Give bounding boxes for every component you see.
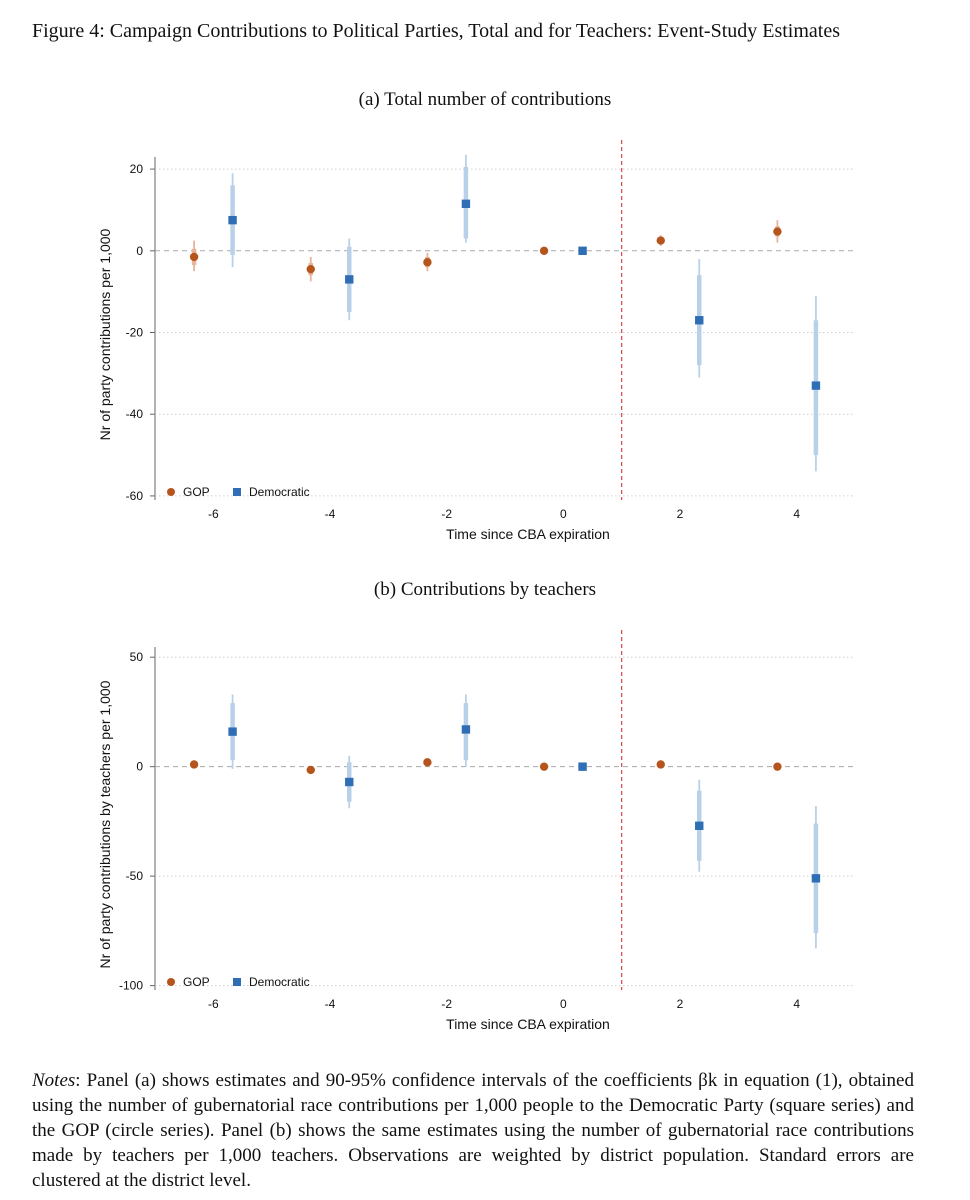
x-tick-label: -2 (441, 997, 452, 1011)
gop-point (539, 246, 549, 255)
x-tick-label: -2 (441, 507, 452, 521)
x-tick-label: -4 (325, 997, 336, 1011)
democratic-point (578, 246, 587, 255)
gop-point (773, 227, 782, 236)
democratic-point (578, 762, 587, 771)
y-tick-label: -40 (126, 407, 144, 421)
chart-panel-b: 50 0 -50 -100 -6 -4 -2 0 2 4 Time since CBA expira… (97, 630, 855, 1032)
notes-text: : Panel (a) shows estimates and 90-95% c… (32, 1070, 914, 1191)
y-tick-label: -60 (126, 489, 144, 503)
gop-point (423, 758, 432, 767)
legend-gop-marker (167, 978, 175, 986)
x-tick-label: 2 (677, 507, 684, 521)
democratic-point (345, 275, 354, 284)
y-axis-label: Nr of party contributions per 1,000 (97, 228, 113, 440)
x-axis-label: Time since CBA expiration (446, 1016, 610, 1032)
legend-gop-label: GOP (183, 975, 210, 989)
legend-democratic-marker (233, 488, 241, 496)
democratic-point (345, 777, 354, 787)
x-tick-label: -6 (208, 997, 219, 1011)
x-axis-label: Time since CBA expiration (446, 526, 610, 542)
notes-lead: Notes (32, 1070, 76, 1091)
gop-point (189, 252, 199, 262)
figure-notes: Notes: Panel (a) shows estimates and 90-… (32, 1068, 914, 1193)
x-tick-label: 4 (793, 507, 800, 521)
democratic-series (228, 154, 821, 472)
gop-point (656, 760, 665, 769)
democratic-point (461, 199, 471, 209)
panel-a-title: (a) Total number of contributions (358, 89, 612, 110)
gop-point (539, 762, 549, 771)
y-tick-label: -100 (119, 979, 143, 993)
gop-point (423, 258, 432, 267)
democratic-point (811, 874, 821, 883)
x-tick-label: -4 (325, 507, 336, 521)
legend-democratic-label: Democratic (249, 975, 310, 989)
legend: GOP Democratic (167, 975, 310, 989)
democratic-point (695, 316, 704, 325)
legend-democratic-label: Democratic (249, 485, 310, 499)
x-tick-label: 2 (677, 997, 684, 1011)
legend-gop-marker (167, 488, 175, 496)
x-tick-label: 4 (793, 997, 800, 1011)
y-tick-label: 0 (136, 760, 143, 774)
democratic-point (695, 821, 704, 830)
gop-point (656, 236, 665, 245)
democratic-point (228, 215, 237, 225)
democratic-series (228, 694, 821, 949)
panel-b-title: (b) Contributions by teachers (373, 579, 597, 600)
y-axis-label: Nr of party contributions by teachers pe… (97, 680, 113, 968)
legend-democratic-marker (233, 978, 241, 986)
y-tick-label: -20 (126, 326, 144, 340)
gop-point (306, 264, 315, 274)
x-tick-label: 0 (560, 997, 567, 1011)
x-tick-label: -6 (208, 507, 219, 521)
x-tick-label: 0 (560, 507, 567, 521)
legend: GOP Democratic (167, 485, 310, 499)
democratic-point (811, 381, 821, 390)
y-tick-label: 20 (130, 162, 144, 176)
gop-point (306, 765, 315, 775)
y-tick-label: 0 (136, 244, 143, 258)
legend-gop-label: GOP (183, 485, 210, 499)
gop-point (773, 762, 782, 771)
y-tick-label: -50 (126, 869, 144, 883)
gop-point (189, 760, 199, 769)
gop-series (189, 220, 782, 282)
figure-title: Figure 4: Campaign Contributions to Poli… (32, 20, 841, 42)
democratic-point (228, 727, 237, 736)
y-tick-label: 50 (130, 650, 144, 664)
gop-series (189, 758, 782, 775)
democratic-point (461, 725, 471, 734)
